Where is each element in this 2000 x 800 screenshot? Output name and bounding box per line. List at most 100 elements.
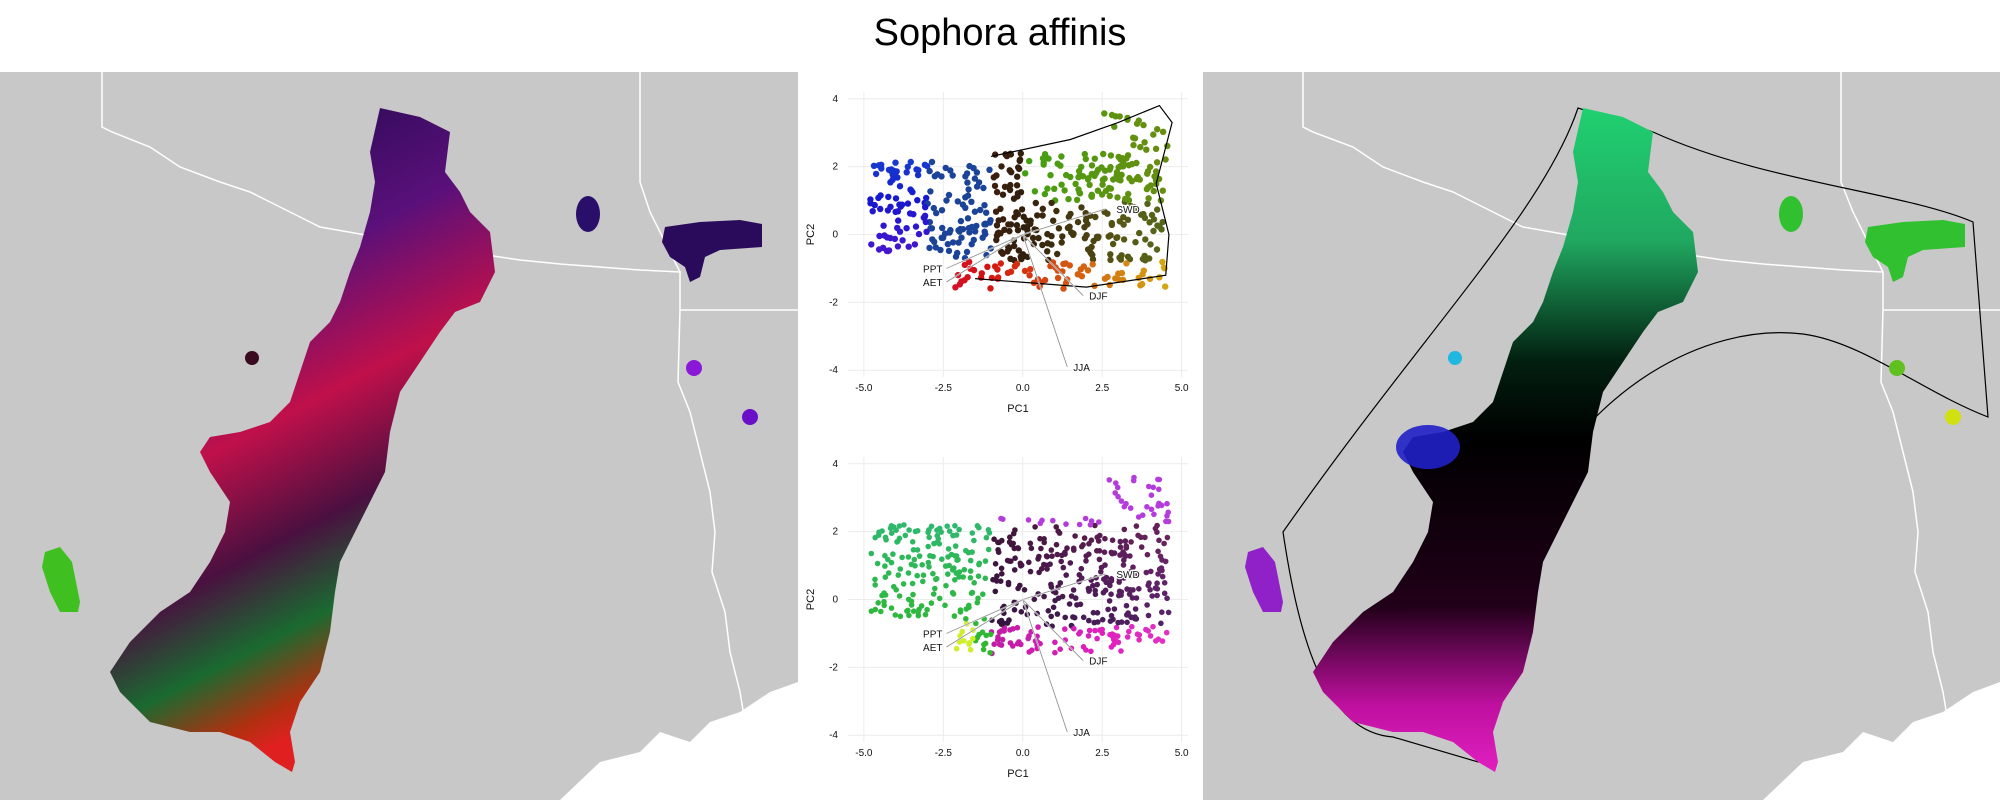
data-point	[959, 628, 965, 635]
data-point	[1026, 157, 1033, 165]
data-point	[922, 204, 929, 211]
data-point	[1011, 607, 1018, 613]
data-point	[1147, 587, 1153, 593]
data-point	[971, 175, 979, 182]
data-point	[1026, 649, 1032, 655]
data-point	[953, 645, 960, 652]
data-point	[872, 534, 878, 541]
data-point	[1015, 247, 1022, 254]
data-point	[1048, 241, 1055, 248]
data-point	[1013, 260, 1021, 268]
data-point	[1127, 505, 1134, 511]
data-point	[1117, 177, 1124, 184]
data-point	[1032, 524, 1038, 530]
data-point	[1062, 614, 1068, 621]
data-point	[904, 608, 910, 614]
data-point	[1029, 234, 1037, 242]
data-point	[888, 605, 895, 611]
data-point	[1086, 617, 1092, 624]
data-point	[893, 168, 900, 175]
data-point	[1089, 261, 1096, 268]
data-point	[1096, 556, 1103, 563]
data-point	[975, 573, 982, 579]
outlier-population	[686, 360, 702, 376]
data-point	[1144, 200, 1151, 207]
data-point	[1145, 582, 1151, 589]
data-point	[908, 187, 915, 194]
data-point	[1010, 195, 1018, 202]
y-tick-label: -4	[829, 730, 838, 741]
data-point	[944, 240, 951, 248]
data-point	[921, 213, 928, 221]
data-point	[1163, 518, 1169, 525]
data-point	[1025, 517, 1032, 523]
data-point	[892, 208, 899, 216]
x-tick-label: 2.5	[1095, 748, 1109, 759]
loading-line	[1022, 599, 1068, 732]
outlier-population	[1865, 220, 1965, 282]
data-point	[881, 602, 887, 609]
data-point	[925, 529, 931, 536]
data-point	[991, 641, 997, 647]
data-point	[1156, 223, 1163, 231]
data-point	[1113, 638, 1120, 645]
data-point	[1128, 568, 1134, 575]
data-point	[1147, 241, 1154, 248]
data-point	[1164, 513, 1170, 519]
data-point	[903, 169, 910, 176]
data-point	[1044, 230, 1051, 238]
data-point	[998, 617, 1005, 624]
data-point	[1145, 195, 1152, 202]
data-point	[1132, 606, 1139, 612]
data-point	[1048, 199, 1055, 207]
data-point	[1070, 545, 1077, 552]
data-point	[1152, 168, 1160, 175]
data-point	[982, 221, 989, 228]
data-point	[1159, 258, 1166, 266]
data-point	[971, 580, 977, 586]
data-point	[972, 228, 979, 235]
data-point	[1143, 146, 1150, 153]
data-point	[1049, 553, 1055, 559]
data-point	[1031, 596, 1038, 603]
data-point	[896, 593, 903, 599]
data-point	[1117, 207, 1124, 214]
data-point	[1107, 232, 1114, 239]
data-point	[890, 551, 896, 557]
x-tick-label: 0.0	[1016, 748, 1030, 759]
data-point	[1155, 571, 1161, 577]
data-point	[1136, 632, 1143, 638]
data-point	[1126, 591, 1133, 597]
data-point	[961, 277, 968, 284]
data-point	[1118, 498, 1125, 504]
data-point	[906, 527, 912, 533]
loading-vectors: SWD PPT AET DJF JJA	[922, 204, 1141, 375]
data-point	[927, 188, 934, 195]
data-point	[1058, 558, 1064, 565]
data-point	[1142, 236, 1149, 243]
data-point	[1114, 194, 1121, 201]
data-point	[1067, 560, 1074, 566]
data-point	[928, 523, 935, 530]
data-point	[1151, 511, 1157, 518]
data-point	[892, 612, 899, 618]
data-point	[882, 592, 889, 598]
data-point	[1121, 526, 1128, 533]
data-point	[1152, 145, 1160, 152]
data-point	[939, 224, 946, 232]
data-point	[1094, 187, 1102, 194]
outlier-population	[245, 351, 259, 365]
data-point	[926, 564, 932, 570]
data-point	[894, 224, 901, 232]
data-point	[887, 179, 894, 186]
data-point	[1124, 216, 1132, 223]
data-point	[1120, 562, 1127, 568]
data-point	[1080, 614, 1087, 621]
data-point	[909, 580, 916, 587]
data-point	[1158, 620, 1164, 627]
data-point	[1082, 515, 1089, 522]
data-point	[963, 547, 969, 554]
data-point	[1062, 260, 1069, 267]
data-point	[887, 525, 894, 531]
data-point	[930, 204, 937, 212]
